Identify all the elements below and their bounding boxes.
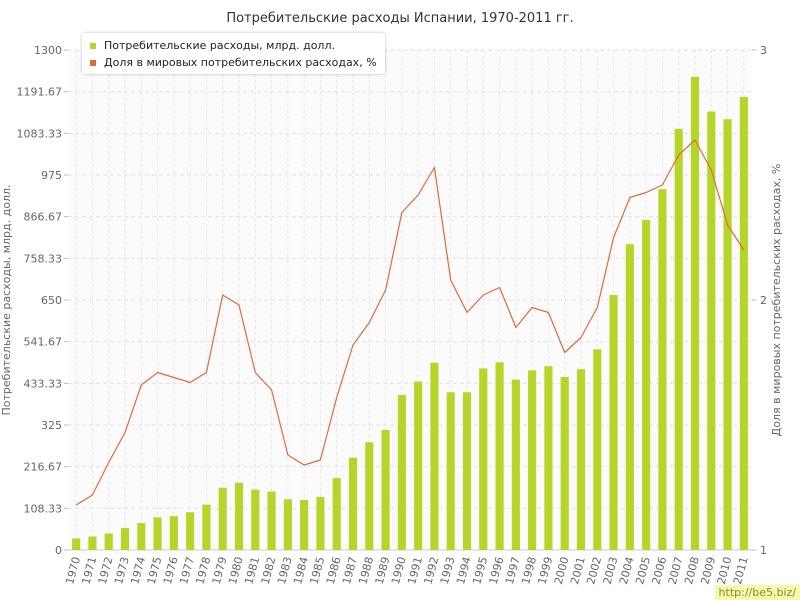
legend: Потребительские расходы, млрд. долл. Дол… [82, 33, 385, 74]
y-tick-label: 866.67 [24, 211, 63, 224]
bar-1994 [462, 392, 472, 550]
y-axis-ticks: 0 108.33 216.67 325 433.33 541.67 650 758.33 866… [17, 44, 68, 557]
bar-1988 [365, 442, 374, 550]
bar-1991 [414, 381, 423, 550]
bar-1979 [218, 487, 227, 550]
bar-1980 [234, 482, 244, 550]
y2-axis-ticks: 1 2 3 [752, 44, 767, 557]
y-tick-label: 758.33 [24, 252, 63, 265]
bar-1998 [528, 370, 537, 550]
legend-swatch-consumption [90, 42, 96, 49]
legend-label-share: Доля в мировых потребительских расходах,… [104, 56, 377, 69]
line-series [75, 139, 745, 506]
y2-tick-label: 1 [760, 544, 767, 557]
y-tick-label: 975 [41, 169, 62, 182]
bar-1992 [430, 362, 439, 550]
bar-1978 [202, 504, 211, 550]
legend-swatch-share [90, 59, 96, 66]
bar-1989 [381, 430, 390, 550]
bar-1974 [137, 523, 146, 550]
legend-item-consumption[interactable]: Потребительские расходы, млрд. долл. [90, 37, 377, 54]
bar-1975 [153, 517, 162, 550]
y-axis-title: Потребительские расходы, млрд. долл. [0, 185, 13, 416]
bar-1985 [316, 496, 325, 550]
bar-1999 [544, 366, 553, 550]
bar-series [72, 76, 748, 551]
y-tick-label: 1083.33 [17, 127, 63, 140]
bar-2010 [723, 119, 732, 550]
bar-1973 [120, 528, 130, 550]
bar-1996 [495, 362, 504, 550]
bar-1997 [511, 379, 520, 550]
legend-item-share[interactable]: Доля в мировых потребительских расходах,… [90, 54, 377, 71]
bar-1995 [479, 368, 488, 550]
bar-2008 [690, 76, 700, 550]
bar-1972 [104, 533, 113, 550]
bar-2001 [576, 369, 586, 550]
bar-1970 [72, 538, 81, 550]
bar-1977 [186, 512, 195, 550]
bar-2003 [609, 295, 618, 550]
y-tick-label: 108.33 [24, 502, 63, 515]
legend-label-consumption: Потребительские расходы, млрд. долл. [104, 39, 335, 52]
bar-1984 [300, 500, 309, 550]
bar-1971 [88, 536, 97, 550]
y-tick-label: 0 [55, 544, 62, 557]
bar-1982 [267, 491, 276, 550]
bar-1976 [169, 516, 178, 550]
y-tick-label: 541.67 [24, 336, 63, 349]
chart-title: Потребительские расходы Испании, 1970-20… [226, 11, 573, 26]
bar-2005 [642, 220, 651, 550]
bar-1993 [446, 392, 455, 550]
y-tick-label: 433.33 [24, 377, 63, 390]
share-line [75, 139, 745, 506]
bar-1981 [251, 489, 260, 550]
bar-1987 [348, 457, 358, 550]
y2-axis-title: Доля в мировых потребительских расходах,… [770, 164, 783, 437]
bar-2004 [625, 244, 634, 550]
bar-2000 [560, 376, 569, 550]
bar-1990 [397, 395, 406, 550]
y-tick-label: 216.67 [24, 461, 63, 474]
y2-tick-label: 2 [760, 294, 767, 307]
y2-tick-label: 3 [760, 44, 767, 57]
y-tick-label: 650 [41, 294, 62, 307]
y-tick-label: 325 [41, 419, 62, 432]
bar-2007 [674, 128, 683, 550]
bar-1983 [283, 499, 292, 550]
y-tick-label: 1191.67 [17, 86, 63, 99]
y-tick-label: 1300 [34, 44, 62, 57]
bar-2002 [593, 349, 602, 550]
bar-2006 [658, 189, 667, 550]
bar-2011 [739, 96, 748, 550]
bar-2009 [707, 111, 716, 551]
watermark[interactable]: http://be5.biz/ [714, 585, 800, 600]
bar-1986 [332, 478, 341, 550]
